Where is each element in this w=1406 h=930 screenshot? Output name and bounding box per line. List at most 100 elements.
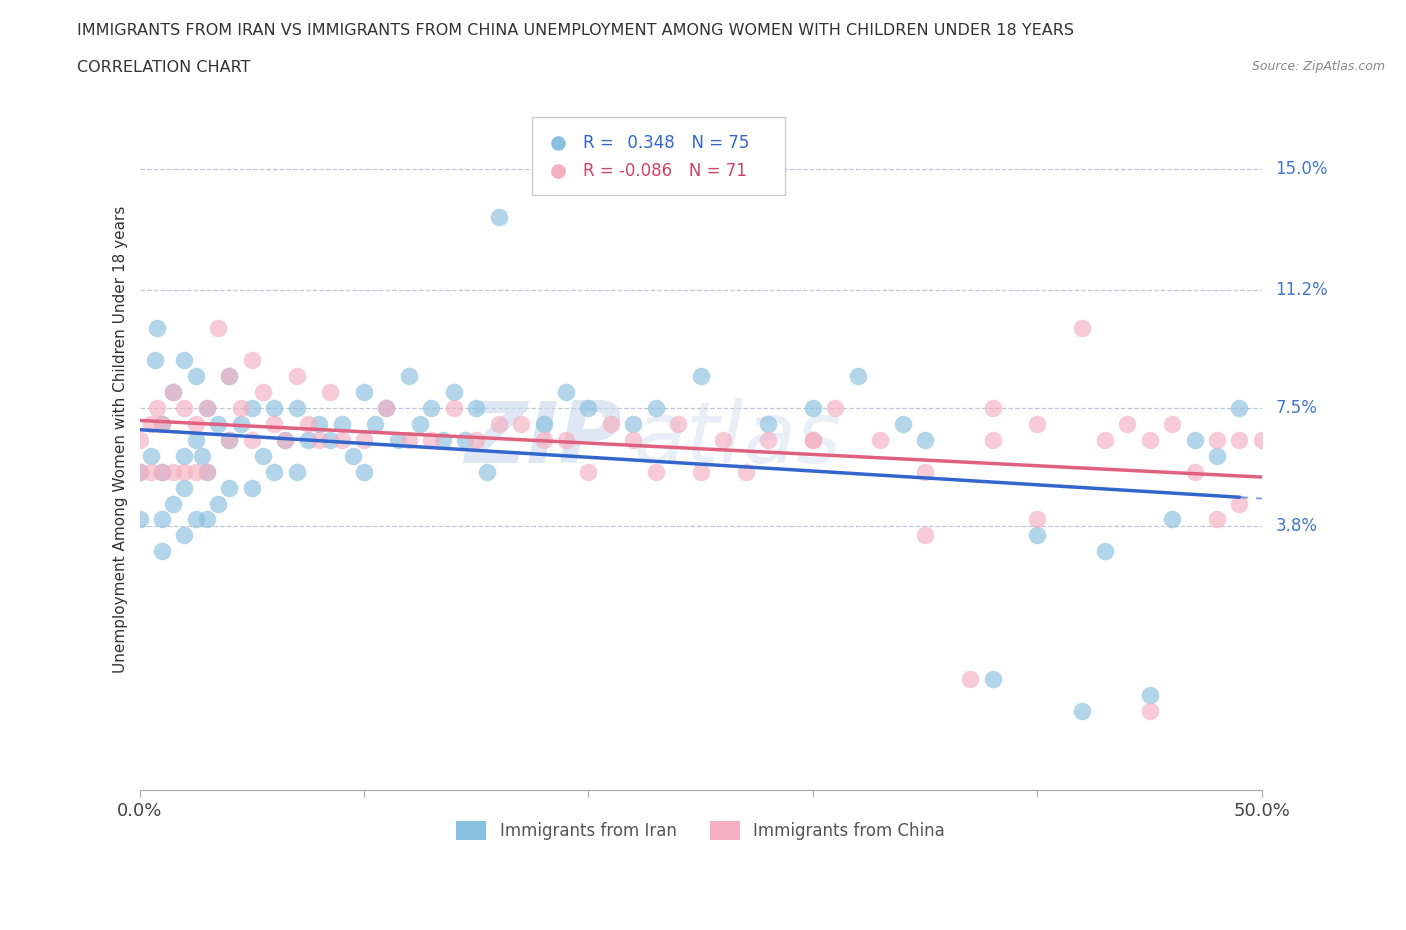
Text: 11.2%: 11.2%	[1275, 281, 1329, 299]
Text: atlas: atlas	[633, 398, 841, 482]
Point	[353, 464, 375, 479]
Point	[869, 432, 891, 447]
Point	[555, 385, 578, 400]
Point	[477, 464, 499, 479]
Point	[229, 401, 252, 416]
Point	[195, 401, 218, 416]
Point	[578, 401, 600, 416]
Point	[308, 432, 330, 447]
Point	[488, 209, 510, 224]
Point	[191, 448, 214, 463]
Point	[263, 464, 285, 479]
Point	[1229, 496, 1251, 511]
Point	[173, 528, 195, 543]
Point	[420, 432, 443, 447]
Point	[1116, 417, 1139, 432]
Point	[274, 432, 297, 447]
Point	[297, 432, 319, 447]
Point	[1139, 432, 1161, 447]
Point	[398, 432, 420, 447]
Point	[184, 512, 207, 527]
Point	[285, 401, 308, 416]
Point	[128, 464, 150, 479]
Point	[240, 432, 263, 447]
Point	[756, 417, 779, 432]
Legend: Immigrants from Iran, Immigrants from China: Immigrants from Iran, Immigrants from Ch…	[449, 813, 953, 848]
Point	[173, 352, 195, 367]
Point	[914, 464, 936, 479]
Point	[533, 417, 555, 432]
Point	[1206, 432, 1229, 447]
Point	[600, 417, 623, 432]
Point	[150, 417, 173, 432]
Point	[1161, 417, 1184, 432]
Point	[465, 401, 488, 416]
Point	[162, 385, 184, 400]
Point	[981, 401, 1004, 416]
Point	[891, 417, 914, 432]
Text: CORRELATION CHART: CORRELATION CHART	[77, 60, 250, 75]
Text: 3.8%: 3.8%	[1275, 517, 1317, 535]
Point	[285, 464, 308, 479]
Point	[173, 464, 195, 479]
Point	[398, 368, 420, 383]
Point	[756, 432, 779, 447]
Point	[824, 401, 846, 416]
Point	[285, 368, 308, 383]
Point	[364, 417, 387, 432]
Point	[150, 544, 173, 559]
Point	[218, 368, 240, 383]
Point	[173, 401, 195, 416]
Point	[1251, 432, 1274, 447]
Point	[981, 671, 1004, 686]
Point	[914, 432, 936, 447]
Point	[353, 432, 375, 447]
Text: 7.5%: 7.5%	[1275, 399, 1317, 417]
Point	[218, 432, 240, 447]
Point	[734, 464, 756, 479]
Point	[1206, 448, 1229, 463]
Point	[1139, 687, 1161, 702]
Point	[146, 321, 169, 336]
Point	[981, 432, 1004, 447]
Point	[801, 432, 824, 447]
Point	[128, 512, 150, 527]
Point	[1026, 417, 1049, 432]
Point	[207, 417, 229, 432]
Point	[330, 432, 353, 447]
Point	[711, 432, 734, 447]
Point	[644, 401, 666, 416]
Point	[263, 417, 285, 432]
Point	[139, 448, 162, 463]
Point	[173, 480, 195, 495]
Text: R =  0.348  N = 75: R = 0.348 N = 75	[583, 134, 749, 153]
Point	[252, 385, 274, 400]
Point	[162, 464, 184, 479]
Text: ZIP: ZIP	[464, 398, 621, 482]
Point	[263, 401, 285, 416]
Point	[387, 432, 409, 447]
Point	[297, 417, 319, 432]
Point	[128, 432, 150, 447]
Point	[621, 432, 644, 447]
Point	[319, 385, 342, 400]
Point	[443, 385, 465, 400]
Point	[1026, 512, 1049, 527]
Point	[801, 432, 824, 447]
Point	[666, 417, 689, 432]
Point	[689, 368, 711, 383]
Point	[465, 432, 488, 447]
Point	[621, 417, 644, 432]
Y-axis label: Unemployment Among Women with Children Under 18 years: Unemployment Among Women with Children U…	[114, 206, 128, 673]
Point	[1026, 528, 1049, 543]
Point	[1229, 432, 1251, 447]
Point	[454, 432, 477, 447]
Point	[184, 417, 207, 432]
Point	[150, 464, 173, 479]
Point	[375, 401, 398, 416]
Point	[218, 480, 240, 495]
Point	[353, 385, 375, 400]
Text: Source: ZipAtlas.com: Source: ZipAtlas.com	[1251, 60, 1385, 73]
Point	[1229, 401, 1251, 416]
Point	[959, 671, 981, 686]
